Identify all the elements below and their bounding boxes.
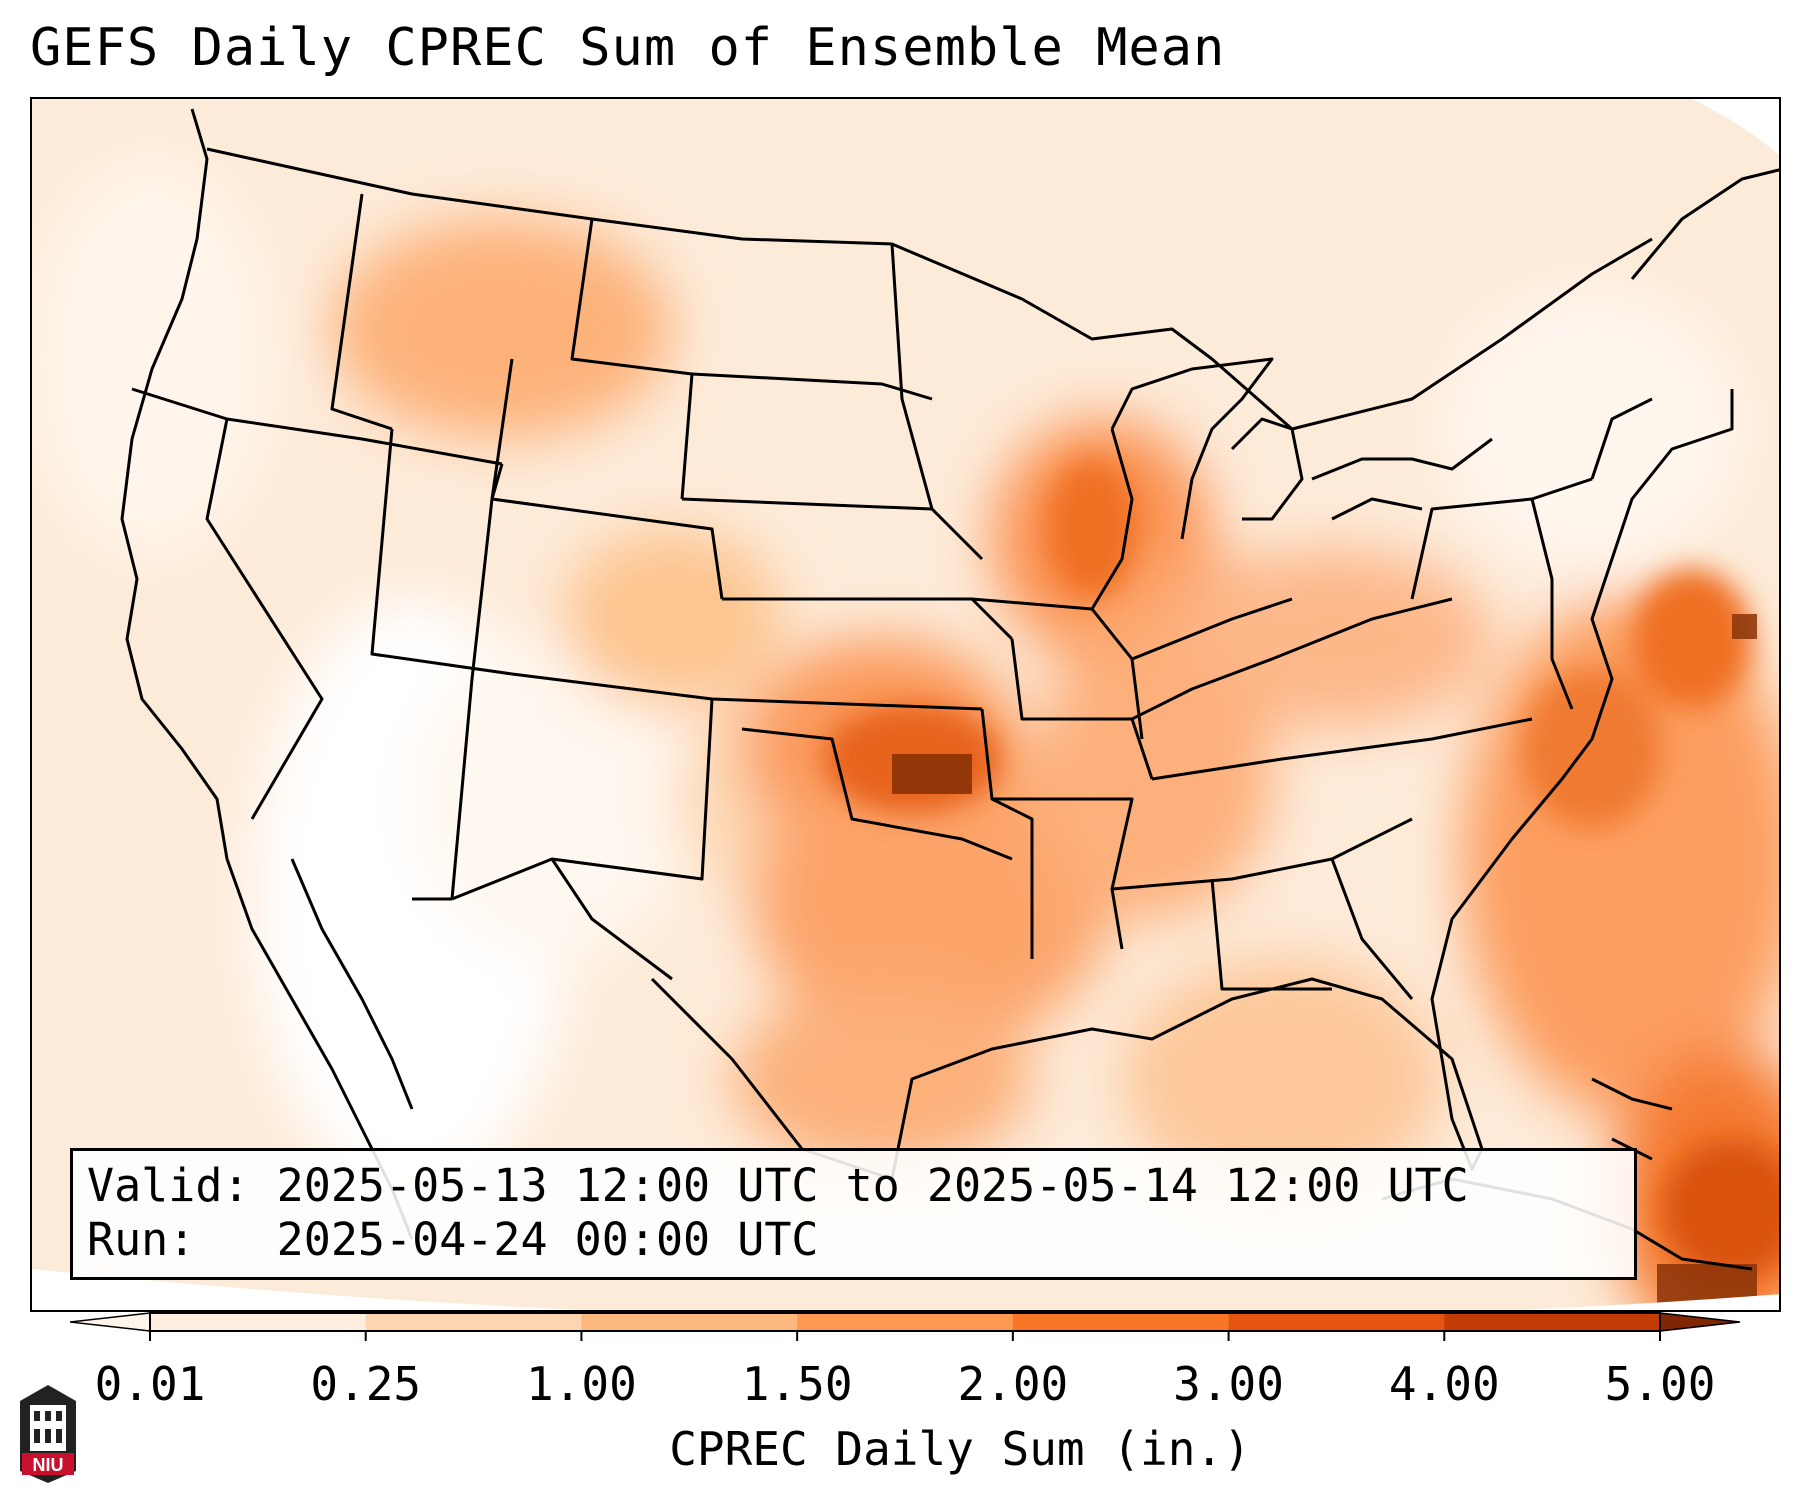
colorbar-segment xyxy=(150,1313,367,1331)
precip-maxima xyxy=(822,459,1779,1279)
valid-label: Valid: xyxy=(87,1159,250,1212)
colorbar-tick-label: 0.25 xyxy=(310,1357,422,1411)
colorbar-segment xyxy=(581,1313,798,1331)
colorbar-tick-label: 3.00 xyxy=(1173,1357,1284,1411)
colorbar-segment xyxy=(1228,1313,1445,1331)
map-canvas xyxy=(32,99,1779,1310)
niu-logo: NIU xyxy=(20,1385,76,1483)
colorbar-tick-label: 0.01 xyxy=(94,1357,206,1411)
colorbar-tick-label: 2.00 xyxy=(957,1357,1069,1411)
precip-field xyxy=(32,159,1779,1310)
valid-value: 2025-05-13 12:00 UTC to 2025-05-14 12:00… xyxy=(276,1159,1469,1212)
colorbar-segments xyxy=(150,1313,1661,1331)
state-borders xyxy=(120,108,1779,1271)
colorbar-segment xyxy=(1444,1313,1661,1331)
colorbar-tick-label: 5.00 xyxy=(1604,1357,1716,1411)
colorbar-tick-label: 4.00 xyxy=(1388,1357,1500,1411)
colorbar-tick-label: 1.50 xyxy=(741,1357,853,1411)
colorbar xyxy=(70,1312,1741,1341)
colorbar-under-arrow xyxy=(70,1312,151,1332)
colorbar-ticks xyxy=(149,1331,1661,1341)
colorbar-tick-label: 1.00 xyxy=(526,1357,637,1411)
colorbar-segment xyxy=(365,1313,582,1331)
run-label: Run: xyxy=(87,1213,196,1266)
map-title: GEFS Daily CPREC Sum of Ensemble Mean xyxy=(30,18,1226,78)
colorbar-segment xyxy=(1012,1313,1230,1331)
colorbar-over-arrow xyxy=(1659,1312,1741,1332)
colorbar-segment xyxy=(797,1313,1014,1331)
colorbar-label: CPREC Daily Sum (in.) xyxy=(669,1422,1251,1476)
colorbar-frame xyxy=(149,1312,1661,1332)
niu-logo-text: NIU xyxy=(33,1455,64,1475)
run-value: 2025-04-24 00:00 UTC xyxy=(276,1213,819,1266)
valid-run-infobox: Valid: 2025-05-13 12:00 UTC to 2025-05-1… xyxy=(70,1148,1637,1280)
precip-map: Valid: 2025-05-13 12:00 UTC to 2025-05-1… xyxy=(30,97,1781,1312)
